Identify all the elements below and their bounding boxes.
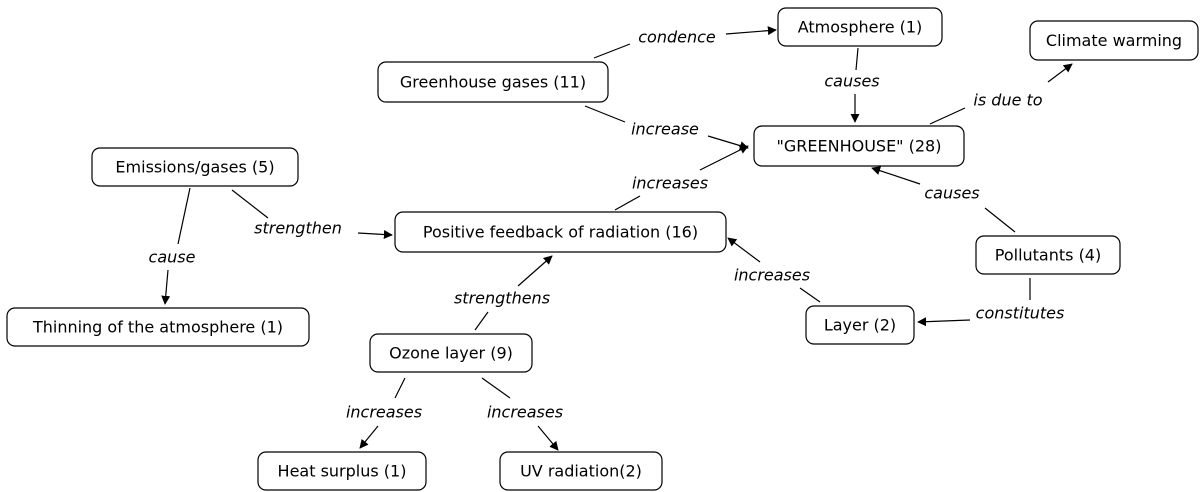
edge-line: [584, 105, 626, 123]
node-box: [394, 211, 727, 253]
edge-line: [177, 187, 191, 245]
node-label: "GREENHOUSE" (28): [777, 137, 942, 156]
node-label: Atmosphere (1): [798, 18, 923, 37]
edge-label: increases: [487, 403, 563, 422]
node-box: [753, 125, 965, 167]
node-box: [377, 61, 609, 103]
node-box: [805, 305, 915, 345]
edge-line: [614, 195, 641, 211]
node-label: Pollutants (4): [995, 246, 1101, 265]
edge-label: increases: [632, 174, 708, 193]
node-label: Heat surplus (1): [278, 462, 407, 481]
node-box: [1029, 20, 1199, 61]
node-label: Thinning of the atmosphere (1): [32, 318, 283, 337]
node-label: Emissions/gases (5): [115, 158, 274, 177]
node-label: Climate warming: [1046, 31, 1182, 50]
edge-line: [929, 107, 966, 125]
edge-line: [799, 287, 821, 303]
edge-arrow: [1047, 63, 1073, 83]
edge-arrow: [725, 26, 777, 36]
node-box: [257, 451, 427, 491]
edge-line: [474, 311, 489, 331]
edge-line: [394, 377, 406, 399]
edge-label: constitutes: [976, 304, 1065, 323]
edge-arrow: [871, 166, 921, 185]
edge-label: causes: [824, 72, 879, 91]
edge-arrow: [359, 425, 379, 449]
edge-label: condence: [638, 28, 716, 47]
edge-line: [984, 207, 1016, 233]
edge-label: is due to: [973, 91, 1042, 110]
edge-arrow: [537, 425, 559, 451]
node-box: [369, 333, 533, 373]
edge-label: causes: [924, 184, 979, 203]
edge-arrow: [917, 317, 971, 327]
edge-label: increases: [346, 403, 422, 422]
edge-label: increase: [631, 120, 699, 139]
node-box: [499, 451, 663, 491]
edge-arrow: [699, 145, 749, 171]
edge-line: [855, 47, 859, 71]
edge-label: increases: [734, 266, 810, 285]
node-box: [975, 235, 1121, 275]
edge-label: strengthen: [254, 219, 342, 238]
node-label: Greenhouse gases (11): [400, 73, 586, 92]
edge-line: [231, 189, 269, 219]
node-label: Positive feedback of radiation (16): [423, 223, 698, 242]
edge-arrow: [161, 269, 171, 305]
edge-label: strengthens: [454, 289, 550, 308]
node-box: [777, 7, 943, 47]
edge-line: [593, 43, 631, 59]
edge-arrow: [707, 135, 749, 150]
edge-arrow: [517, 255, 553, 287]
node-box: [91, 147, 299, 187]
edge-arrow: [357, 230, 393, 240]
node-box: [6, 307, 310, 347]
node-label: UV radiation(2): [520, 462, 642, 481]
node-label: Layer (2): [824, 316, 896, 335]
edge-arrow: [727, 237, 761, 263]
edge-line: [481, 377, 511, 399]
edge-label: cause: [149, 248, 196, 267]
node-label: Ozone layer (9): [389, 344, 513, 363]
